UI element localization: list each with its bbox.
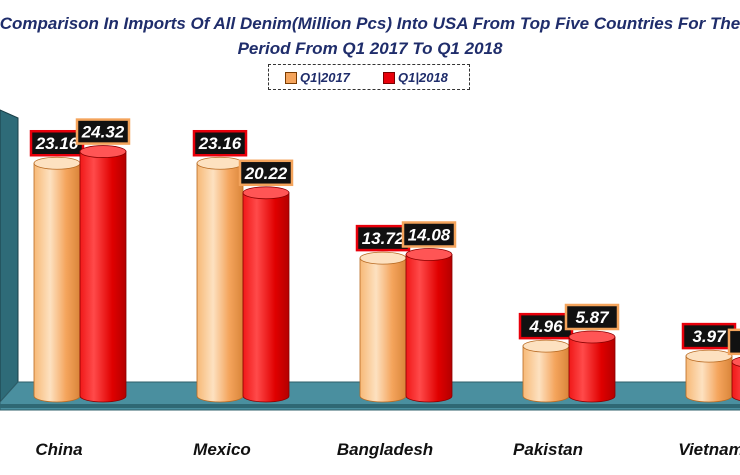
- bar-top: [522, 339, 570, 353]
- data-label-text: 24.32: [81, 123, 125, 142]
- bar-body: [731, 361, 740, 401]
- x-tick-label-vietnam: Vietnam: [678, 440, 740, 459]
- data-label-text: 23.16: [198, 134, 242, 153]
- legend-swatch-q1-2017: [285, 72, 297, 84]
- x-tick-label-bangladesh: Bangladesh: [337, 440, 433, 459]
- x-tick-label-china: China: [35, 440, 82, 459]
- data-label-vietnam-q1-2018: 3.4: [727, 328, 740, 356]
- bar-vietnam-q1-2017: [685, 349, 733, 403]
- bar-body: [522, 345, 570, 403]
- data-label-china-q1-2018: 24.32: [75, 118, 131, 145]
- data-label-box: [681, 322, 737, 350]
- bar-mexico-q1-2017: [196, 156, 244, 403]
- bar-bangladesh-q1-2018: [405, 248, 453, 403]
- bar-body: [242, 192, 290, 403]
- bar-vietnam-q1-2018: [731, 356, 740, 401]
- bar-top: [359, 251, 407, 265]
- data-label-box: [238, 159, 294, 187]
- chart-subtitle: Period From Q1 2017 To Q1 2018: [237, 39, 503, 58]
- bar-china-q1-2017: [33, 156, 81, 403]
- data-label-text: 5.87: [575, 308, 610, 327]
- data-label-text: 3.97: [692, 327, 727, 346]
- data-label-vietnam-q1-2017: 3.97: [681, 322, 737, 350]
- legend-label-q1-2017: Q1|2017: [300, 70, 350, 85]
- bar-china-q1-2018: [79, 145, 127, 403]
- data-label-box: [564, 303, 620, 331]
- x-tick-label-mexico: Mexico: [193, 440, 251, 459]
- data-label-box: [192, 129, 248, 157]
- legend-swatch-q1-2018: [383, 72, 395, 84]
- data-label-mexico-q1-2018: 20.22: [238, 159, 294, 187]
- bar-body: [79, 151, 127, 403]
- data-label-text: 4.96: [528, 317, 563, 336]
- data-label-mexico-q1-2017: 23.16: [192, 129, 248, 157]
- data-label-text: 14.08: [408, 225, 451, 244]
- bar-top: [242, 186, 290, 200]
- x-axis-labels: China Mexico Bangladesh Pakistan Vietnam: [35, 440, 740, 459]
- data-label-pakistan-q1-2018: 5.87: [564, 303, 620, 331]
- data-label-bangladesh-q1-2017: 13.72: [355, 224, 411, 252]
- data-label-china-q1-2017: 23.16: [29, 129, 85, 157]
- data-label-bangladesh-q1-2018: 14.08: [401, 221, 457, 248]
- bar-body: [405, 254, 453, 403]
- bar-body: [33, 162, 81, 403]
- data-label-text: 13.72: [362, 229, 405, 248]
- bar-top: [685, 349, 733, 363]
- floor-front-edge: [0, 404, 740, 408]
- chart-title: Comparison In Imports Of All Denim(Milli…: [0, 14, 740, 33]
- bar-body: [568, 336, 616, 403]
- bar-top: [731, 356, 740, 367]
- bar-body: [359, 257, 407, 403]
- x-tick-label-pakistan: Pakistan: [513, 440, 583, 459]
- bar-top: [405, 248, 453, 261]
- data-label-box: [727, 328, 740, 356]
- bar-bangladesh-q1-2017: [359, 251, 407, 403]
- legend-label-q1-2018: Q1|2018: [398, 70, 448, 85]
- bar-top: [33, 156, 81, 170]
- data-label-box: [518, 312, 574, 340]
- data-label-box: [29, 129, 85, 157]
- bar-pakistan-q1-2017: [522, 339, 570, 403]
- data-label-box: [355, 224, 411, 252]
- legend: Q1|2017 Q1|2018: [268, 64, 470, 90]
- bar-top: [79, 145, 127, 158]
- bar-pakistan-q1-2018: [568, 330, 616, 403]
- bar-top: [568, 330, 616, 344]
- bar-top: [196, 156, 244, 170]
- bar-body: [685, 355, 733, 403]
- bar-body: [196, 162, 244, 403]
- bar-mexico-q1-2018: [242, 186, 290, 403]
- data-label-box: [75, 118, 131, 145]
- data-label-pakistan-q1-2017: 4.96: [518, 312, 574, 340]
- data-label-box: [401, 221, 457, 248]
- data-label-text: 23.16: [35, 134, 79, 153]
- data-label-text: 20.22: [244, 164, 288, 183]
- back-wall: [0, 109, 19, 403]
